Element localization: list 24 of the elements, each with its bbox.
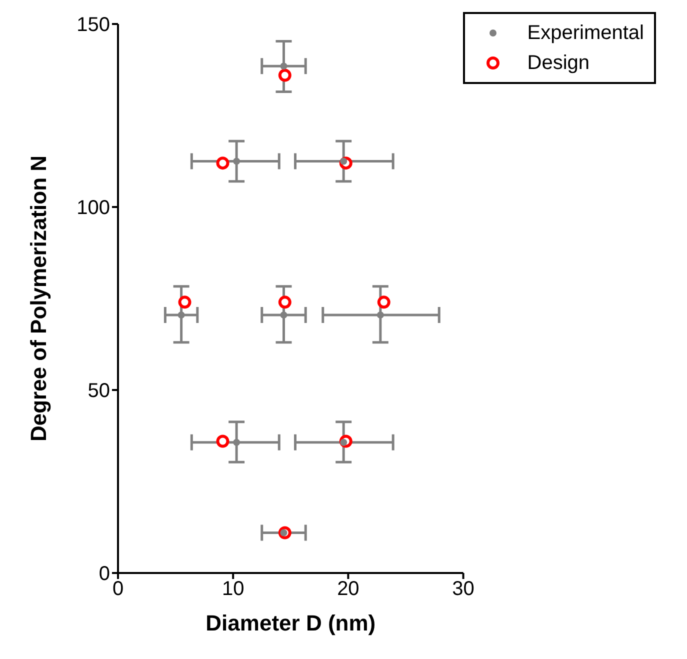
x-tick-label: 30 — [452, 578, 474, 600]
y-tick-label: 150 — [76, 14, 110, 36]
point — [216, 434, 230, 448]
x-axis-title: Diameter D (nm) — [206, 610, 376, 636]
point — [216, 156, 230, 170]
point — [377, 296, 390, 309]
point — [178, 296, 192, 309]
x-tick-label: 10 — [222, 578, 244, 600]
point — [233, 158, 240, 165]
point — [278, 296, 292, 309]
y-tick-label: 0 — [98, 563, 110, 586]
point — [280, 62, 288, 70]
point — [280, 311, 288, 318]
point — [278, 68, 292, 82]
y-axis-title: Degree of Polymerization N — [26, 155, 51, 442]
legend-label: Experimental — [527, 22, 644, 44]
point — [178, 311, 185, 318]
point — [376, 311, 384, 318]
y-tick-label: 100 — [76, 197, 110, 220]
x-tick-label: 20 — [337, 578, 360, 600]
x-tick-label: 0 — [112, 578, 124, 600]
legend-label: Design — [527, 52, 590, 74]
y-tick-label: 50 — [88, 380, 110, 402]
point — [233, 438, 240, 446]
